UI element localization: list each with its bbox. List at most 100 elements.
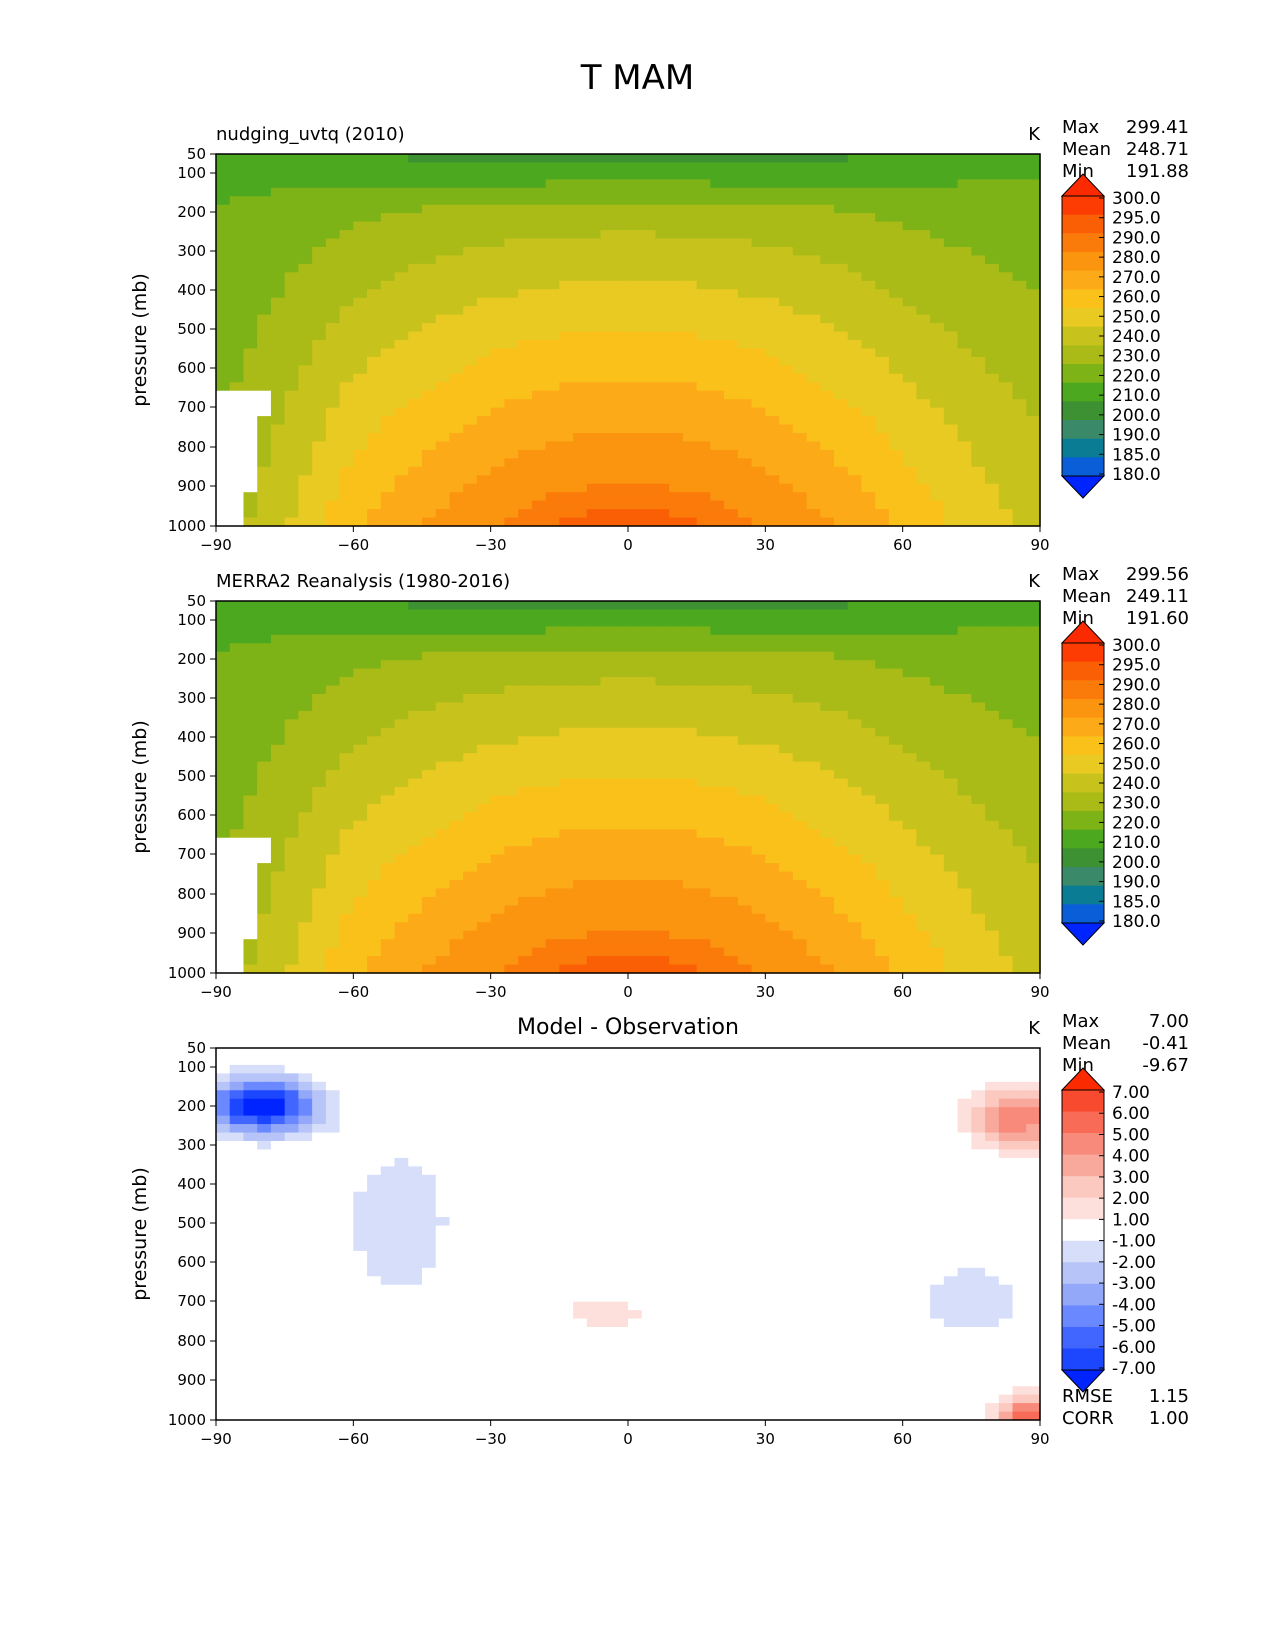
contour-cell xyxy=(490,812,505,822)
contour-cell xyxy=(380,643,396,653)
contour-cell xyxy=(696,162,711,172)
contour-cell xyxy=(586,677,602,687)
contour-cell xyxy=(765,643,780,653)
contour-cell xyxy=(367,306,382,316)
contour-cell xyxy=(792,778,808,788)
contour-cell xyxy=(792,356,808,366)
contour-cell xyxy=(820,660,835,670)
contour-cell xyxy=(408,162,423,172)
contour-cell xyxy=(408,263,423,273)
contour-cell xyxy=(957,770,972,780)
contour-cell xyxy=(367,323,382,333)
contour-cell xyxy=(1026,263,1041,273)
contour-cell xyxy=(765,753,780,763)
contour-cell xyxy=(545,744,560,754)
contour-cell xyxy=(696,837,711,847)
contour-cell xyxy=(998,601,1014,611)
contour-cell xyxy=(682,888,698,898)
contour-cell xyxy=(847,626,863,636)
contour-cell xyxy=(298,880,313,890)
contour-cell xyxy=(614,837,629,847)
contour-cell xyxy=(1012,390,1027,400)
contour-cell xyxy=(504,221,519,231)
contour-cell xyxy=(614,761,629,771)
contour-cell xyxy=(861,710,876,720)
contour-cell xyxy=(765,896,780,906)
contour-cell xyxy=(394,297,409,307)
contour-cell xyxy=(682,306,698,316)
contour-cell xyxy=(751,390,766,400)
contour-cell xyxy=(586,255,602,265)
contour-cell xyxy=(504,787,519,797)
contour-cell xyxy=(806,154,821,164)
contour-cell xyxy=(559,761,574,771)
contour-cell xyxy=(312,221,327,231)
contour-cell xyxy=(614,601,629,611)
contour-cell xyxy=(957,685,972,695)
contour-cell xyxy=(380,634,396,644)
contour-cell xyxy=(476,433,492,443)
contour-cell xyxy=(655,651,670,661)
contour-cell xyxy=(820,458,835,468)
y-tick-label: 800 xyxy=(177,438,206,456)
contour-cell xyxy=(463,668,478,678)
contour-cell xyxy=(408,500,423,510)
contour-cell xyxy=(559,677,574,687)
contour-cell xyxy=(724,449,739,459)
contour-cell xyxy=(779,736,794,746)
contour-cell xyxy=(353,416,368,426)
contour-cell xyxy=(875,213,890,223)
contour-cell xyxy=(861,272,876,282)
contour-cell xyxy=(243,803,258,813)
contour-cell xyxy=(518,770,533,780)
contour-cell xyxy=(394,399,409,409)
contour-cell xyxy=(243,348,258,358)
contour-cell xyxy=(1012,204,1027,214)
contour-cell xyxy=(957,820,972,830)
contour-cell xyxy=(985,390,1000,400)
contour-cell xyxy=(298,888,313,898)
contour-cell xyxy=(408,475,423,485)
contour-cell xyxy=(957,517,972,527)
contour-cell xyxy=(339,634,354,644)
contour-cell xyxy=(792,617,808,627)
contour-cell xyxy=(724,778,739,788)
contour-cell xyxy=(243,643,258,653)
contour-cell xyxy=(298,837,313,847)
contour-cell xyxy=(353,255,368,265)
contour-cell xyxy=(834,382,849,392)
contour-cell xyxy=(394,888,409,898)
contour-cell xyxy=(518,846,533,856)
contour-cell xyxy=(792,829,808,839)
contour-cell xyxy=(339,314,354,324)
contour-cell xyxy=(875,221,890,231)
contour-cell xyxy=(792,601,808,611)
contour-cell xyxy=(353,609,368,619)
contour-cell xyxy=(573,314,588,324)
contour-cell xyxy=(270,846,286,856)
contour-cell xyxy=(916,795,931,805)
contour-cell xyxy=(710,617,725,627)
contour-cell xyxy=(435,323,451,333)
contour-cell xyxy=(806,500,821,510)
contour-cell xyxy=(380,710,396,720)
contour-cell xyxy=(655,880,670,890)
contour-cell xyxy=(518,382,533,392)
contour-cell xyxy=(325,829,341,839)
contour-cell xyxy=(257,626,272,636)
contour-cell xyxy=(408,651,423,661)
contour-cell xyxy=(257,492,272,502)
contour-cell xyxy=(779,196,794,206)
contour-cell xyxy=(943,500,959,510)
contour-cell xyxy=(847,196,863,206)
contour-cell xyxy=(792,390,808,400)
contour-cell xyxy=(394,390,409,400)
contour-cell xyxy=(641,896,657,906)
contour-cell xyxy=(312,247,327,257)
contour-cell xyxy=(573,297,588,307)
y-tick-label: 400 xyxy=(177,281,206,299)
contour-cell xyxy=(1026,390,1041,400)
contour-cell xyxy=(353,787,368,797)
contour-cell xyxy=(353,365,368,375)
contour-cell xyxy=(696,803,711,813)
